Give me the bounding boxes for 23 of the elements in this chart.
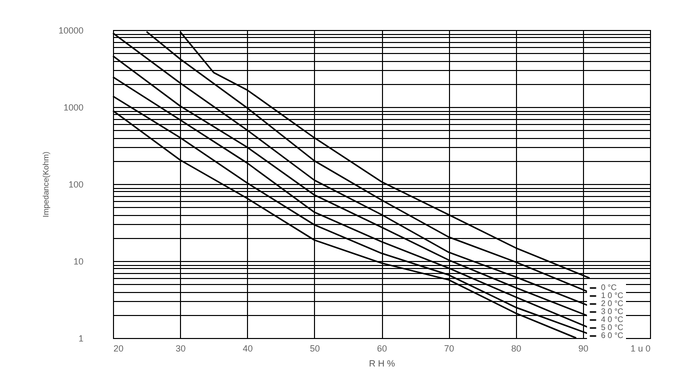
y-tick-label: 1 — [78, 334, 84, 344]
x-tick-label: 1 u 0 — [630, 344, 650, 354]
legend-label: 2 0 °C — [601, 299, 624, 308]
y-tick-label: 100 — [68, 180, 84, 190]
y-tick-label: 10 — [73, 256, 84, 266]
x-tick-label: 30 — [176, 344, 186, 354]
x-tick-label: 20 — [114, 344, 124, 354]
x-tick-label: 70 — [444, 344, 454, 354]
x-tick-label: 60 — [376, 344, 388, 354]
y-axis-title: Impedance(Kohm) — [41, 151, 50, 218]
legend-label: 3 0 °C — [601, 307, 624, 316]
legend-label: 6 0 °C — [601, 331, 624, 340]
y-tick-label: 1000 — [63, 102, 84, 112]
x-axis-title: R H % — [368, 358, 396, 368]
x-tick-label: 50 — [310, 344, 320, 354]
legend-label: 5 0 °C — [601, 323, 624, 332]
x-tick-label: 80 — [511, 344, 522, 354]
x-tick-label: 40 — [242, 344, 253, 354]
x-tick-label: 90 — [578, 344, 588, 354]
y-tick-label: 10000 — [58, 26, 84, 36]
legend-label: 4 0 °C — [601, 315, 624, 324]
legend-label: 1 0 °C — [601, 291, 624, 300]
legend-label: 0 °C — [601, 283, 617, 292]
